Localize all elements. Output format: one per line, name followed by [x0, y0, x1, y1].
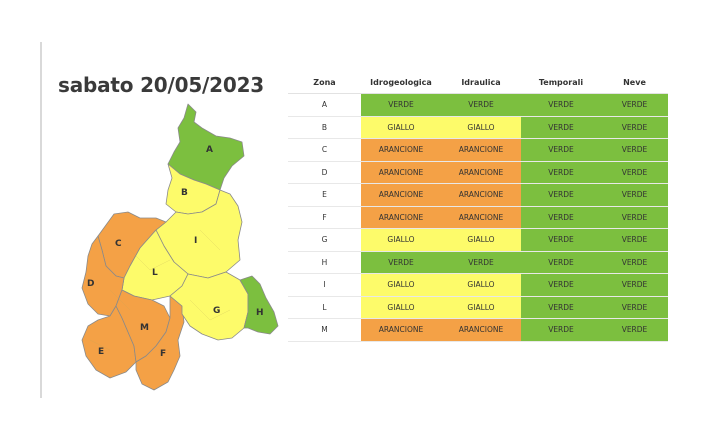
map-label-l: L — [152, 268, 158, 278]
temporali-cell: VERDE — [521, 273, 601, 297]
idrogeologica-cell: ARANCIONE — [361, 206, 441, 229]
table-row: D ARANCIONE ARANCIONE VERDE VERDE — [288, 161, 668, 184]
temporali-cell: VERDE — [521, 183, 601, 207]
idraulica-cell: GIALLO — [441, 296, 521, 319]
zone-cell: F — [288, 206, 361, 229]
idraulica-cell: GIALLO — [441, 116, 521, 139]
idraulica-cell: VERDE — [441, 251, 521, 274]
zone-cell: B — [288, 116, 361, 139]
zone-cell: L — [288, 296, 361, 319]
zone-cell: I — [288, 273, 361, 297]
idraulica-cell: ARANCIONE — [441, 318, 521, 342]
table-row: A VERDE VERDE VERDE VERDE — [288, 93, 668, 117]
idrogeologica-cell: ARANCIONE — [361, 138, 441, 162]
neve-cell: VERDE — [601, 116, 668, 139]
piemonte-alert-map: A B C D E F G H I L M — [81, 103, 279, 391]
map-zone-g — [169, 271, 249, 341]
zone-cell: H — [288, 251, 361, 274]
idraulica-cell: VERDE — [441, 93, 521, 117]
idrogeologica-cell: VERDE — [361, 251, 441, 274]
table-row: B GIALLO GIALLO VERDE VERDE — [288, 116, 668, 139]
table-row: M ARANCIONE ARANCIONE VERDE VERDE — [288, 318, 668, 342]
map-label-c: C — [115, 239, 122, 249]
idraulica-cell: GIALLO — [441, 228, 521, 252]
map-label-h: H — [256, 308, 264, 318]
map-zone-h — [239, 275, 279, 335]
zone-cell: D — [288, 161, 361, 184]
idrogeologica-cell: ARANCIONE — [361, 318, 441, 342]
neve-cell: VERDE — [601, 93, 668, 117]
temporali-cell: VERDE — [521, 318, 601, 342]
header-temporali: Temporali — [521, 72, 601, 94]
header-neve: Neve — [601, 72, 668, 94]
temporali-cell: VERDE — [521, 161, 601, 184]
table-row: E ARANCIONE ARANCIONE VERDE VERDE — [288, 183, 668, 207]
temporali-cell: VERDE — [521, 93, 601, 117]
neve-cell: VERDE — [601, 251, 668, 274]
map-zone-f — [135, 295, 185, 391]
zone-cell: A — [288, 93, 361, 117]
idrogeologica-cell: VERDE — [361, 93, 441, 117]
header-zona: Zona — [288, 72, 361, 94]
map-label-e: E — [98, 347, 104, 357]
table-row: C ARANCIONE ARANCIONE VERDE VERDE — [288, 138, 668, 162]
left-divider — [40, 42, 42, 398]
idrogeologica-cell: GIALLO — [361, 228, 441, 252]
temporali-cell: VERDE — [521, 296, 601, 319]
zone-cell: G — [288, 228, 361, 252]
neve-cell: VERDE — [601, 228, 668, 252]
neve-cell: VERDE — [601, 206, 668, 229]
zone-cell: M — [288, 318, 361, 342]
table-header-row: Zona Idrogeologica Idraulica Temporali N… — [288, 72, 668, 94]
map-label-b: B — [181, 188, 188, 198]
table-row: L GIALLO GIALLO VERDE VERDE — [288, 296, 668, 319]
table-row: H VERDE VERDE VERDE VERDE — [288, 251, 668, 274]
zone-cell: C — [288, 138, 361, 162]
map-label-m: M — [140, 323, 149, 333]
idraulica-cell: ARANCIONE — [441, 138, 521, 162]
header-idrogeologica: Idrogeologica — [361, 72, 441, 94]
neve-cell: VERDE — [601, 138, 668, 162]
temporali-cell: VERDE — [521, 228, 601, 252]
map-label-d: D — [87, 279, 94, 289]
neve-cell: VERDE — [601, 318, 668, 342]
neve-cell: VERDE — [601, 296, 668, 319]
neve-cell: VERDE — [601, 183, 668, 207]
temporali-cell: VERDE — [521, 116, 601, 139]
table-row: F ARANCIONE ARANCIONE VERDE VERDE — [288, 206, 668, 229]
idraulica-cell: ARANCIONE — [441, 161, 521, 184]
table-row: G GIALLO GIALLO VERDE VERDE — [288, 228, 668, 252]
alert-table: Zona Idrogeologica Idraulica Temporali N… — [288, 72, 668, 342]
neve-cell: VERDE — [601, 161, 668, 184]
map-label-a: A — [206, 145, 213, 155]
idraulica-cell: GIALLO — [441, 273, 521, 297]
idrogeologica-cell: GIALLO — [361, 296, 441, 319]
temporali-cell: VERDE — [521, 251, 601, 274]
map-zone-a — [167, 103, 245, 191]
table-row: I GIALLO GIALLO VERDE VERDE — [288, 273, 668, 297]
idrogeologica-cell: ARANCIONE — [361, 183, 441, 207]
idraulica-cell: ARANCIONE — [441, 206, 521, 229]
header-idraulica: Idraulica — [441, 72, 521, 94]
idraulica-cell: ARANCIONE — [441, 183, 521, 207]
idrogeologica-cell: GIALLO — [361, 116, 441, 139]
temporali-cell: VERDE — [521, 138, 601, 162]
idrogeologica-cell: ARANCIONE — [361, 161, 441, 184]
neve-cell: VERDE — [601, 273, 668, 297]
map-label-i: I — [194, 236, 197, 246]
map-label-f: F — [160, 349, 166, 359]
page-title: sabato 20/05/2023 — [58, 73, 265, 97]
idrogeologica-cell: GIALLO — [361, 273, 441, 297]
map-label-g: G — [213, 306, 220, 316]
temporali-cell: VERDE — [521, 206, 601, 229]
zone-cell: E — [288, 183, 361, 207]
